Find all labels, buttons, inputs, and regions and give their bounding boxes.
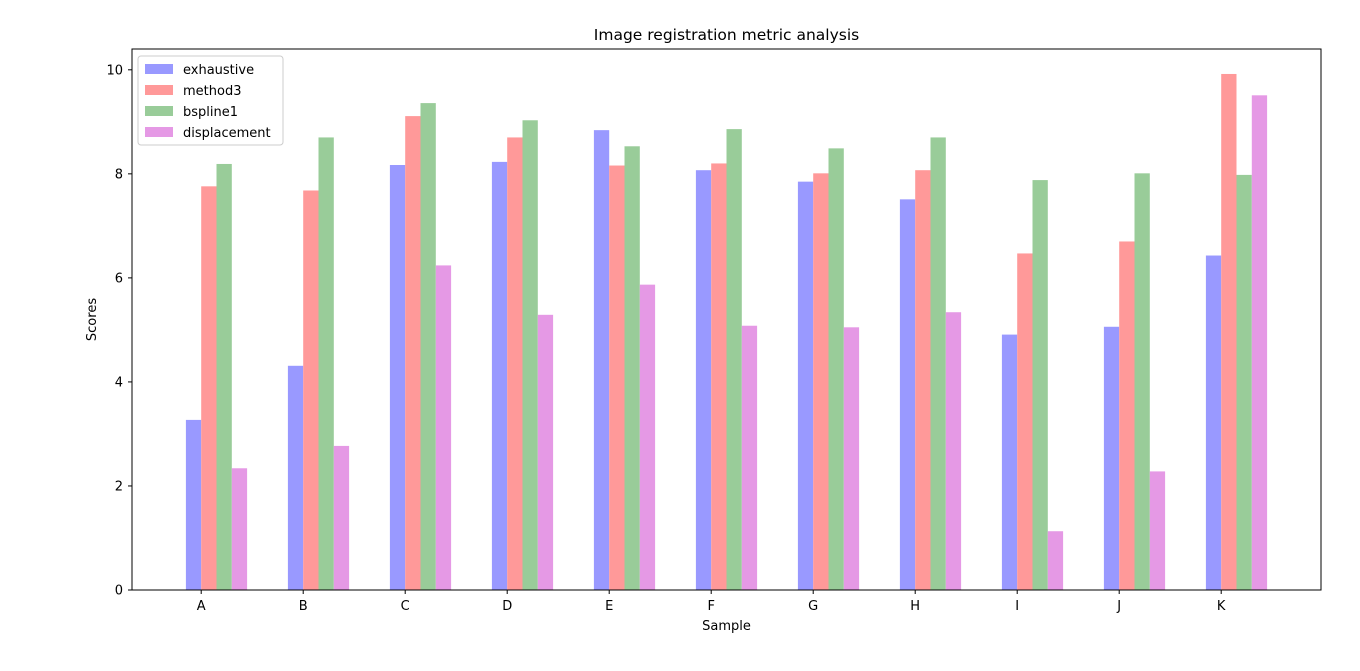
y-tick-label: 4 bbox=[115, 375, 123, 390]
bar-exhaustive-B bbox=[287, 365, 304, 590]
bar-displacement-J bbox=[1149, 471, 1166, 590]
bar-method3-G bbox=[813, 173, 829, 590]
y-tick-label: 6 bbox=[115, 271, 123, 286]
bar-bspline1-H bbox=[930, 137, 946, 590]
legend-swatch-bspline1 bbox=[145, 106, 173, 116]
y-tick-label: 10 bbox=[106, 63, 123, 78]
x-tick-label: F bbox=[707, 599, 714, 614]
legend: exhaustive method3 bspline1 displacement bbox=[137, 55, 284, 146]
x-tick-label: I bbox=[1015, 599, 1019, 614]
bar-bspline1-I bbox=[1032, 180, 1048, 590]
legend-label-exhaustive: exhaustive bbox=[183, 63, 254, 78]
x-tick-label: G bbox=[808, 599, 818, 614]
bar-method3-B bbox=[303, 190, 319, 591]
legend-swatch-exhaustive bbox=[145, 64, 173, 74]
bar-displacement-B bbox=[333, 445, 350, 590]
bar-exhaustive-I bbox=[1001, 334, 1018, 590]
x-tick-label: K bbox=[1217, 599, 1226, 614]
bar-method3-F bbox=[711, 163, 727, 590]
bars-layer bbox=[185, 73, 1268, 591]
legend-swatch-displacement bbox=[145, 127, 173, 137]
bar-bspline1-E bbox=[624, 146, 640, 590]
x-tick-label: D bbox=[502, 599, 512, 614]
bar-bspline1-C bbox=[420, 103, 436, 590]
y-axis-title: Scores bbox=[85, 298, 100, 341]
legend-label-bspline1: bspline1 bbox=[183, 105, 238, 120]
bar-exhaustive-C bbox=[389, 165, 406, 590]
y-tick-label: 8 bbox=[115, 167, 123, 182]
legend-swatch-method3 bbox=[145, 85, 173, 95]
bar-displacement-G bbox=[843, 327, 860, 590]
x-tick-label: J bbox=[1116, 599, 1121, 614]
bar-method3-C bbox=[405, 116, 421, 590]
bar-exhaustive-F bbox=[695, 170, 712, 590]
bar-displacement-H bbox=[945, 312, 962, 590]
plot-frame bbox=[131, 48, 1322, 591]
bar-bspline1-G bbox=[828, 148, 844, 591]
bar-method3-J bbox=[1119, 241, 1135, 590]
bar-displacement-D bbox=[537, 314, 554, 590]
chart-title: Image registration metric analysis bbox=[594, 26, 859, 44]
bar-exhaustive-E bbox=[593, 130, 610, 590]
bar-displacement-K bbox=[1251, 95, 1268, 591]
bar-method3-K bbox=[1221, 73, 1237, 591]
bar-method3-A bbox=[201, 186, 217, 590]
y-tick-label: 2 bbox=[115, 479, 123, 494]
legend-box bbox=[137, 55, 284, 146]
bar-bspline1-F bbox=[726, 129, 742, 591]
x-tick-label: C bbox=[401, 599, 410, 614]
bar-bspline1-A bbox=[216, 163, 232, 590]
x-tick-label: H bbox=[910, 599, 920, 614]
x-tick-label: B bbox=[299, 599, 308, 614]
x-axis-title: Sample bbox=[702, 619, 751, 634]
bar-bspline1-D bbox=[522, 120, 538, 591]
bar-exhaustive-K bbox=[1205, 255, 1222, 590]
bar-method3-H bbox=[915, 170, 931, 590]
bar-exhaustive-D bbox=[491, 161, 508, 590]
ticks-layer: 0 2 4 6 8 10 A B C D E F G H I J K bbox=[106, 63, 1225, 614]
bar-exhaustive-J bbox=[1103, 326, 1120, 590]
bar-exhaustive-G bbox=[797, 181, 814, 590]
bar-exhaustive-H bbox=[899, 199, 916, 590]
x-tick-label: E bbox=[605, 599, 613, 614]
bar-displacement-E bbox=[639, 284, 656, 590]
bar-displacement-C bbox=[435, 265, 452, 590]
bar-displacement-I bbox=[1047, 531, 1064, 590]
bar-exhaustive-A bbox=[185, 419, 202, 590]
x-tick-label: A bbox=[197, 599, 206, 614]
bar-displacement-A bbox=[231, 468, 248, 590]
bar-bspline1-K bbox=[1236, 174, 1252, 590]
bar-bspline1-J bbox=[1134, 173, 1150, 590]
bar-method3-I bbox=[1017, 253, 1033, 590]
bar-method3-E bbox=[609, 165, 625, 590]
legend-label-displacement: displacement bbox=[183, 126, 271, 141]
legend-label-method3: method3 bbox=[183, 84, 241, 99]
bar-bspline1-B bbox=[318, 137, 334, 590]
bar-method3-D bbox=[507, 137, 523, 590]
bar-displacement-F bbox=[741, 325, 758, 590]
y-tick-label: 0 bbox=[115, 584, 123, 599]
